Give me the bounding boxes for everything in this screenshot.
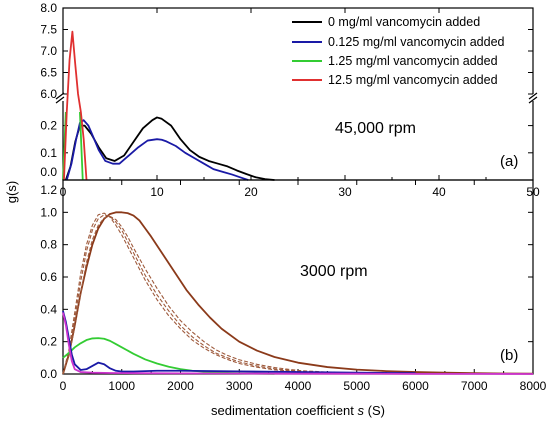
axis-break-right xyxy=(528,92,538,104)
legend-label-2: 1.25 mg/ml vancomycin added xyxy=(328,54,498,68)
y-axis-label: g(s) xyxy=(4,181,19,203)
panel-a-y-tick-label: 0.1 xyxy=(40,146,57,160)
panel-b-x-tick-label: 3000 xyxy=(226,379,253,393)
panel-a-y-tick-label: 7.0 xyxy=(40,44,57,58)
panel-b-x-tick-label: 7000 xyxy=(461,379,488,393)
panel-a-x-tick-label: 30 xyxy=(338,185,352,199)
panel-b-letter: (b) xyxy=(500,347,518,364)
panel-a-y-tick-label: 6.0 xyxy=(40,87,57,101)
panel-b-y-tick-label: 0.8 xyxy=(40,238,57,252)
panel-a-y-tick-label: 6.5 xyxy=(40,66,57,80)
panel-a-y-tick-label: 0.2 xyxy=(40,119,57,133)
panel-b-x-tick-label: 2000 xyxy=(167,379,194,393)
panel-a-series-line-3 xyxy=(63,30,88,181)
panel-b-y-tick-label-top: 1.2 xyxy=(40,183,57,197)
panel-a-y-ticks: 0.0 0.1 0.2 6.0 6.5 7.0 7.5 8.0 xyxy=(40,1,533,181)
panel-a-y-tick-label: 0.0 xyxy=(40,165,57,179)
axis-break-left xyxy=(55,92,65,104)
panel-a-x-tick-label: 40 xyxy=(432,185,446,199)
panel-b-x-tick-label: 1000 xyxy=(108,379,135,393)
panel-b-series-line-1 xyxy=(62,212,475,375)
panel-b-x-tick-label: 6000 xyxy=(402,379,429,393)
panel-b-series-line-0 xyxy=(62,211,534,375)
legend-label-1: 0.125 mg/ml vancomycin added xyxy=(328,35,505,49)
legend: 0 mg/ml vancomycin added 0.125 mg/ml van… xyxy=(292,15,505,87)
panel-b-y-tick-label: 0.2 xyxy=(40,335,57,349)
legend-label-3: 12.5 mg/ml vancomycin added xyxy=(328,73,498,87)
panel-b-series-line-5 xyxy=(62,310,416,375)
panel-a-y-tick-label: 8.0 xyxy=(40,1,57,15)
panel-a-x-tick-label: 20 xyxy=(244,185,258,199)
panel-b-x-tick-label: 0 xyxy=(60,379,67,393)
panel-a-series-line-0 xyxy=(64,116,275,181)
panel-b-y-ticks: 0.0 0.2 0.4 0.6 0.8 1.0 1.2 xyxy=(40,179,533,381)
legend-label-0: 0 mg/ml vancomycin added xyxy=(328,15,480,29)
panel-b-x-ticks: 0 1000 2000 3000 4000 5000 6000 7000 8000 xyxy=(60,180,547,393)
panel-b-series-line-3 xyxy=(62,215,475,375)
panel-b-x-tick-label: 5000 xyxy=(343,379,370,393)
panel-b-x-tick-label: 8000 xyxy=(520,379,547,393)
panel-a-rpm-label: 45,000 rpm xyxy=(335,120,416,137)
panel-a-series xyxy=(62,30,275,181)
panel-b-frame xyxy=(62,179,534,375)
panel-a-x-tick-label: 10 xyxy=(150,185,164,199)
panel-b-y-tick-label: 0.4 xyxy=(40,302,57,316)
panel-a-y-tick-label: 7.5 xyxy=(40,23,57,37)
panel-a: 0 10 20 30 40 50 0.00.10.26.06.57.07.58.0 45,… xyxy=(40,1,540,199)
panel-b-y-tick-label: 0.6 xyxy=(40,270,57,284)
panel-b-y-tick-label: 1.0 xyxy=(40,205,57,219)
x-axis-label: sedimentation coefficient s (S) xyxy=(211,403,385,418)
panel-b: 0 1000 2000 3000 4000 5000 6000 7000 8000 0.0 0.2… xyxy=(40,179,547,393)
axis-break-gap xyxy=(57,94,539,101)
panel-b-rpm-label: 3000 rpm xyxy=(300,263,368,280)
panel-b-series xyxy=(62,211,534,375)
panel-b-series-line-2 xyxy=(62,214,475,375)
panel-a-letter: (a) xyxy=(500,153,518,170)
panel-b-series-line-6 xyxy=(62,312,534,375)
panel-b-x-tick-label: 4000 xyxy=(285,379,312,393)
panel-a-series-line-1 xyxy=(65,119,249,181)
panel-a-series-line-2 xyxy=(62,111,84,181)
panel-b-y-tick-label: 0.0 xyxy=(40,367,57,381)
